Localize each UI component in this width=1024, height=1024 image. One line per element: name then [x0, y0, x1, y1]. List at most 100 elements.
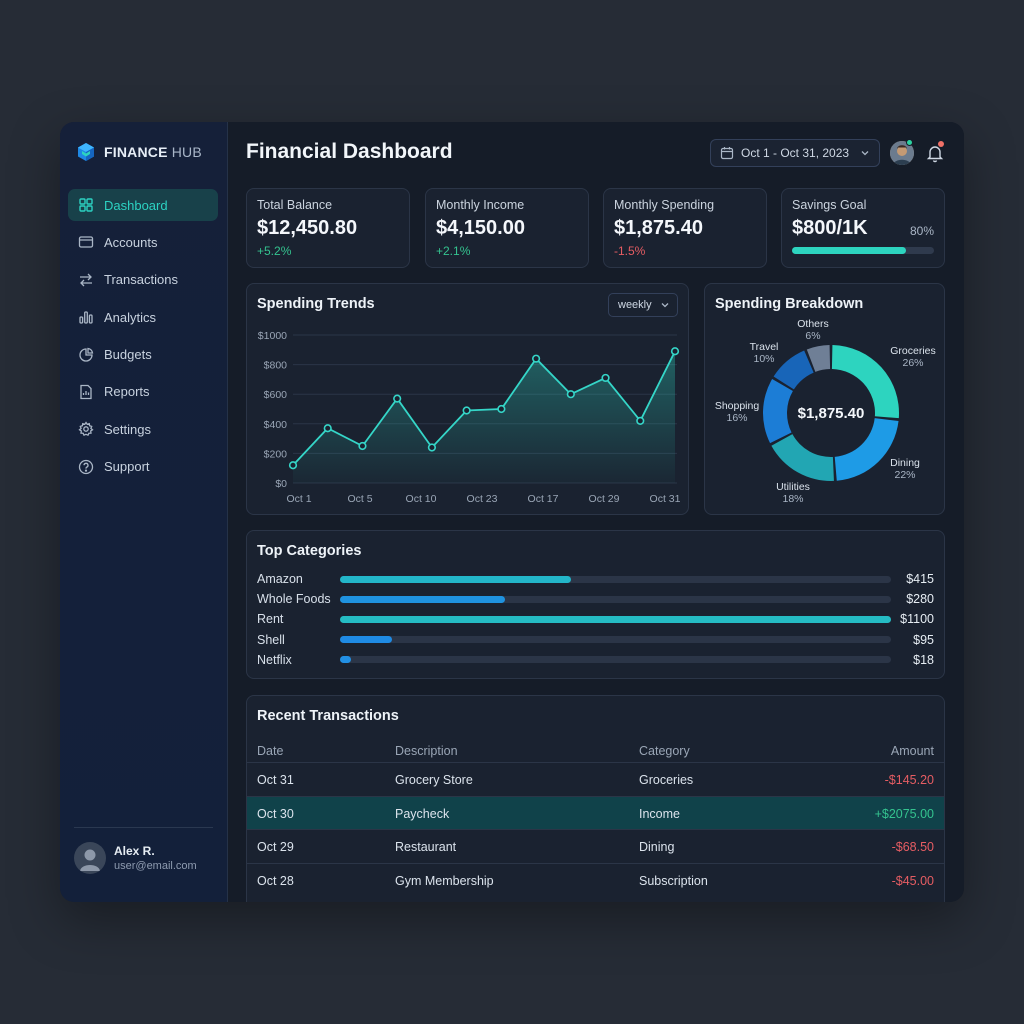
donut-slice-utilities[interactable] [771, 434, 834, 481]
bell-icon[interactable] [925, 143, 945, 163]
user-silhouette-icon [80, 849, 100, 871]
user-profile[interactable]: Alex R. user@email.com [74, 842, 197, 874]
trend-point[interactable] [531, 354, 541, 363]
trend-point[interactable] [288, 461, 298, 470]
notification-badge [938, 141, 944, 147]
donut-slice-groceries[interactable] [831, 345, 899, 419]
stat-label: Savings Goal [792, 198, 867, 212]
stat-card-savings-goal: Savings Goal $800/1K 80% [781, 188, 945, 268]
category-amount: $1100 [900, 612, 934, 627]
trend-point[interactable] [636, 416, 645, 425]
cell-category: Subscription [639, 873, 708, 888]
slice-percent: 10% [753, 353, 774, 365]
finance-hub-logo-icon [78, 143, 94, 161]
donut-slice-shopping[interactable] [763, 378, 793, 444]
spending-breakdown-title: Spending Breakdown [715, 296, 864, 312]
stat-label: Total Balance [257, 198, 333, 212]
grid-icon [79, 198, 93, 212]
bar-chart-icon [79, 311, 93, 324]
help-circle-icon [78, 459, 94, 474]
sidebar-item-label: Analytics [104, 309, 157, 325]
table-row: Oct 28 Gym Membership Subscription -$45.00 [247, 862, 944, 896]
sidebar-item-reports[interactable]: Reports [68, 376, 218, 408]
y-tick-label: $600 [264, 389, 288, 401]
sidebar-item-support[interactable]: Support [68, 451, 218, 483]
sidebar-item-accounts[interactable]: Accounts [68, 226, 218, 258]
brand[interactable]: FINANCE HUB [76, 142, 202, 162]
trend-point[interactable] [566, 390, 575, 399]
category-name: Rent [257, 612, 284, 627]
slice-label: Groceries [890, 345, 936, 357]
cell-description: Paycheck [395, 806, 450, 821]
column-header-amount: Amount [890, 744, 934, 758]
y-tick-label: $0 [275, 478, 287, 490]
top-categories-title: Top Categories [257, 543, 362, 559]
donut-slice-travel[interactable] [773, 350, 814, 390]
x-tick-label: Oct 1 [286, 493, 311, 505]
sidebar-item-dashboard[interactable]: Dashboard [68, 189, 218, 221]
slice-percent: 18% [782, 493, 803, 505]
sidebar-item-label: Support [104, 459, 150, 475]
column-header-category: Category [639, 744, 690, 758]
sidebar-nav: Dashboard Accounts Transactions Analytic… [68, 189, 218, 488]
sidebar-item-budgets[interactable]: Budgets [68, 339, 218, 371]
trend-line [292, 350, 676, 466]
date-range-label: Oct 1 - Oct 31, 2023 [741, 146, 850, 160]
category-name: Whole Foods [257, 592, 331, 607]
stat-card-monthly-spending: Monthly Spending $1,875.40 -1.5% [603, 188, 767, 268]
trend-point[interactable] [393, 394, 402, 403]
recent-transactions-card: Recent Transactions Date Description Cat… [246, 695, 945, 902]
swap-arrows-icon [80, 273, 92, 287]
category-bar-fill [340, 656, 352, 664]
trend-point[interactable] [497, 404, 506, 414]
trend-point[interactable] [462, 406, 471, 415]
savings-goal-progress [792, 247, 934, 254]
category-row: Netflix $18 [257, 652, 934, 668]
category-name: Shell [257, 632, 285, 647]
category-bar-track [340, 595, 891, 603]
date-range-picker[interactable]: Oct 1 - Oct 31, 2023 [710, 139, 880, 167]
donut-slice-dining[interactable] [834, 418, 899, 481]
stat-card-total-balance: Total Balance $12,450.80 +5.2% [246, 188, 410, 268]
trend-point[interactable] [358, 441, 367, 451]
cell-category: Income [639, 806, 680, 821]
table-row: Oct 29 Restaurant Dining -$68.50 [247, 829, 944, 862]
user-name: Alex R. [114, 844, 155, 858]
document-icon [80, 384, 92, 400]
sidebar-item-label: Settings [104, 421, 151, 437]
sidebar-item-label: Reports [104, 384, 150, 400]
sidebar-item-analytics[interactable]: Analytics [68, 301, 218, 333]
trend-point[interactable] [601, 373, 610, 383]
y-tick-label: $1000 [258, 330, 287, 342]
trend-point[interactable] [323, 424, 332, 433]
stat-label: Monthly Income [436, 198, 525, 212]
sidebar-item-settings[interactable]: Settings [68, 413, 218, 445]
x-tick-label: Oct 5 [347, 493, 372, 505]
stat-delta: -1.5% [614, 244, 646, 258]
cell-date: Oct 30 [257, 806, 294, 821]
avatar [74, 842, 106, 874]
trend-point[interactable] [427, 443, 437, 452]
stat-label: Monthly Spending [614, 198, 715, 212]
pie-chart-icon [79, 347, 94, 362]
category-amount: $95 [913, 632, 934, 647]
cell-description: Grocery Store [395, 773, 473, 787]
sidebar-item-label: Transactions [104, 272, 178, 288]
slice-label: Travel [750, 341, 779, 353]
donut-slice-others[interactable] [806, 345, 831, 372]
profile-avatar[interactable] [890, 141, 914, 165]
period-dropdown[interactable]: weekly [608, 293, 678, 317]
wallet-icon [78, 236, 94, 249]
calendar-icon [720, 147, 734, 160]
slice-label: Shopping [715, 400, 760, 412]
spending-trends-chart: $1000 $800 $600 $400 $200 $0 Oct 1 Oct 5 Oct 10 O… [258, 330, 681, 505]
cell-date: Oct 28 [257, 873, 294, 888]
slice-percent: 22% [894, 469, 915, 481]
sidebar-item-transactions[interactable]: Transactions [68, 264, 218, 296]
donut-center-total: $1,875.40 [798, 405, 865, 422]
main-content: Financial Dashboard Oct 1 - Oct 31, 2023… [228, 122, 964, 902]
y-tick-label: $200 [264, 448, 288, 460]
stat-card-monthly-income: Monthly Income $4,150.00 +2.1% [425, 188, 589, 268]
trend-point[interactable] [670, 347, 680, 356]
